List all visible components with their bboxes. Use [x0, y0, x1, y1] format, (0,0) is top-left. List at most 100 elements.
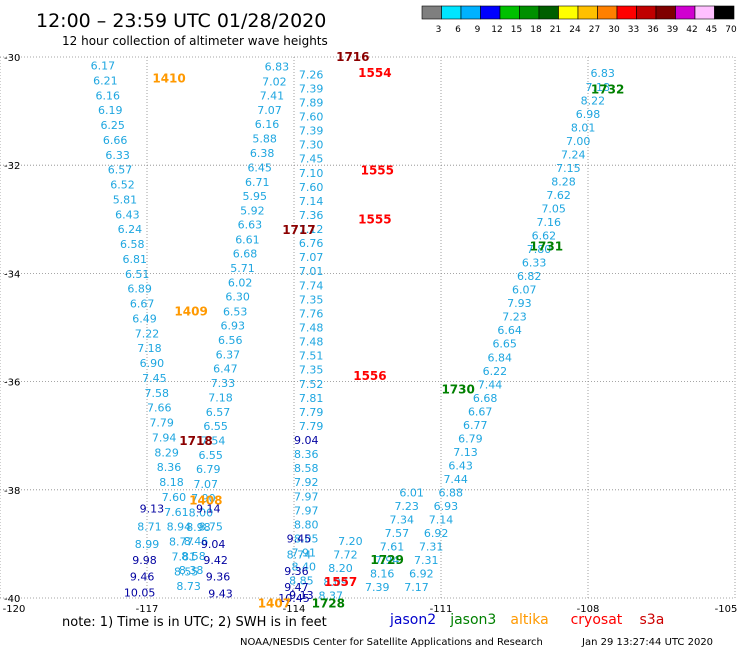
wave-height-label: 7.45	[142, 372, 167, 385]
wave-height-label: 6.66	[103, 134, 128, 147]
wave-height-label: 8.36	[157, 461, 182, 474]
wave-height-label: 7.48	[299, 336, 324, 349]
wave-height-label: 7.22	[135, 327, 160, 340]
pass-time-label: 1718	[179, 434, 212, 448]
wave-height-label: 6.98	[576, 108, 601, 121]
x-tick-label: -105	[715, 604, 738, 615]
wave-height-label: 9.45	[287, 532, 312, 545]
legend-item-jason3: jason3	[449, 612, 496, 628]
wave-height-label: 7.58	[145, 387, 170, 400]
wave-height-label: 6.38	[250, 147, 275, 160]
wave-height-label: 6.57	[206, 406, 231, 419]
wave-height-label: 6.17	[91, 60, 116, 73]
wave-height-label: 6.07	[512, 284, 537, 297]
wave-height-label: 7.93	[507, 297, 532, 310]
wave-height-label: 6.30	[225, 291, 250, 304]
wave-height-label: 6.24	[118, 223, 143, 236]
wave-height-label: 8.18	[159, 476, 184, 489]
wave-height-label: 6.33	[105, 149, 130, 162]
y-tick-label: -40	[4, 594, 20, 605]
wave-height-label: 7.26	[299, 68, 324, 81]
wave-height-label: 8.85	[289, 575, 314, 588]
color-scale-swatch	[499, 5, 520, 20]
wave-height-label: 7.90	[191, 492, 216, 505]
wave-height-label: 7.97	[294, 490, 319, 503]
color-scale-label: 39	[667, 25, 679, 35]
wave-height-label: 6.68	[473, 392, 498, 405]
wave-height-label: 7.39	[299, 125, 324, 138]
wave-height-label: 7.07	[194, 478, 219, 491]
wave-height-label: 7.60	[299, 111, 324, 124]
color-scale-label: 3	[436, 25, 442, 35]
wave-height-label: 7.89	[299, 96, 324, 109]
wave-height-label: 6.61	[235, 233, 260, 246]
wave-height-label: 8.20	[328, 562, 353, 575]
wave-height-label: 7.00	[566, 135, 591, 148]
y-tick-label: -34	[4, 269, 20, 280]
legend-item-jason2: jason2	[389, 612, 436, 628]
wave-height-label: 7.31	[419, 541, 444, 554]
wave-height-label: 6.51	[125, 268, 150, 281]
wave-height-label: 7.54	[201, 435, 226, 448]
wave-height-label: 7.80	[527, 243, 552, 256]
color-scale-swatch	[421, 5, 442, 20]
wave-height-label: 6.16	[255, 118, 280, 131]
wave-height-label: 6.81	[123, 253, 148, 266]
pass-time-label: 1557	[324, 575, 357, 589]
wave-height-label: 8.71	[137, 521, 162, 534]
wave-height-label: 8.75	[198, 521, 223, 534]
pass-time-label: 1554	[358, 66, 391, 80]
wave-height-label: 7.01	[299, 265, 324, 278]
legend-item-s3a: s3a	[640, 612, 665, 628]
wave-height-label: 9.42	[203, 554, 228, 567]
wave-height-label: 7.10	[299, 167, 324, 180]
color-scale-swatch	[480, 5, 501, 20]
pass-time-label: 1730	[441, 383, 474, 397]
wave-height-label: 7.39	[299, 82, 324, 95]
wave-height-label: 7.33	[211, 377, 236, 390]
wave-height-label: 6.71	[245, 176, 270, 189]
wave-height-label: 7.81	[299, 392, 324, 405]
wave-height-label: 7.51	[299, 350, 324, 363]
wave-height-label: 8.37	[319, 589, 344, 602]
x-tick-label: -111	[430, 604, 453, 615]
wave-height-label: 9.13	[140, 503, 165, 516]
wave-height-label: 8.77	[169, 536, 194, 549]
pass-time-label: 1555	[361, 164, 394, 178]
wave-height-label: 6.67	[468, 405, 493, 418]
wave-height-label: 7.23	[394, 500, 419, 513]
wave-height-label: 7.91	[292, 547, 317, 560]
color-scale-label: 33	[628, 25, 639, 35]
color-scale-swatch	[597, 5, 618, 20]
wave-height-label: 7.39	[365, 581, 390, 594]
wave-height-label: 7.60	[162, 491, 187, 504]
footer-note: note: 1) Time is in UTC; 2) SWH is in fe…	[62, 615, 327, 630]
color-scale-swatch	[636, 5, 657, 20]
wave-height-label: 7.81	[172, 550, 197, 563]
wave-height-label: 9.14	[196, 503, 221, 516]
wave-height-label: 7.94	[152, 431, 177, 444]
wave-height-label: 7.23	[502, 311, 527, 324]
wave-height-label: 9.04	[294, 434, 319, 447]
wave-height-label: 8.36	[294, 448, 319, 461]
wave-height-label: 5.81	[113, 193, 138, 206]
wave-height-label: 9.46	[130, 570, 155, 583]
color-scale-label: 9	[475, 25, 481, 35]
pass-time-label: 1717	[282, 223, 315, 237]
color-scale-swatch	[714, 5, 735, 20]
pass-time-labels: 1716 1554 1555 1555 1717 1556 1718 1557 1410 1409…	[152, 50, 624, 610]
wave-height-label: 8.01	[571, 121, 596, 134]
wave-height-label: 9.43	[208, 588, 233, 601]
wave-height-label: 10.45	[278, 592, 310, 605]
wave-height-label: 7.66	[147, 402, 172, 415]
pass-time-label: 1409	[174, 304, 207, 318]
wave-height-label: 7.24	[561, 148, 586, 161]
wave-height-label: 10.05	[124, 587, 156, 600]
wave-height-label: 6.58	[120, 238, 145, 251]
pass-time-label: 1728	[312, 596, 345, 610]
wave-height-label: 7.61	[164, 506, 189, 519]
wave-height-label: 8.16	[370, 568, 395, 581]
wave-height-label: 7.35	[299, 293, 324, 306]
wave-height-label: 7.44	[443, 473, 468, 486]
